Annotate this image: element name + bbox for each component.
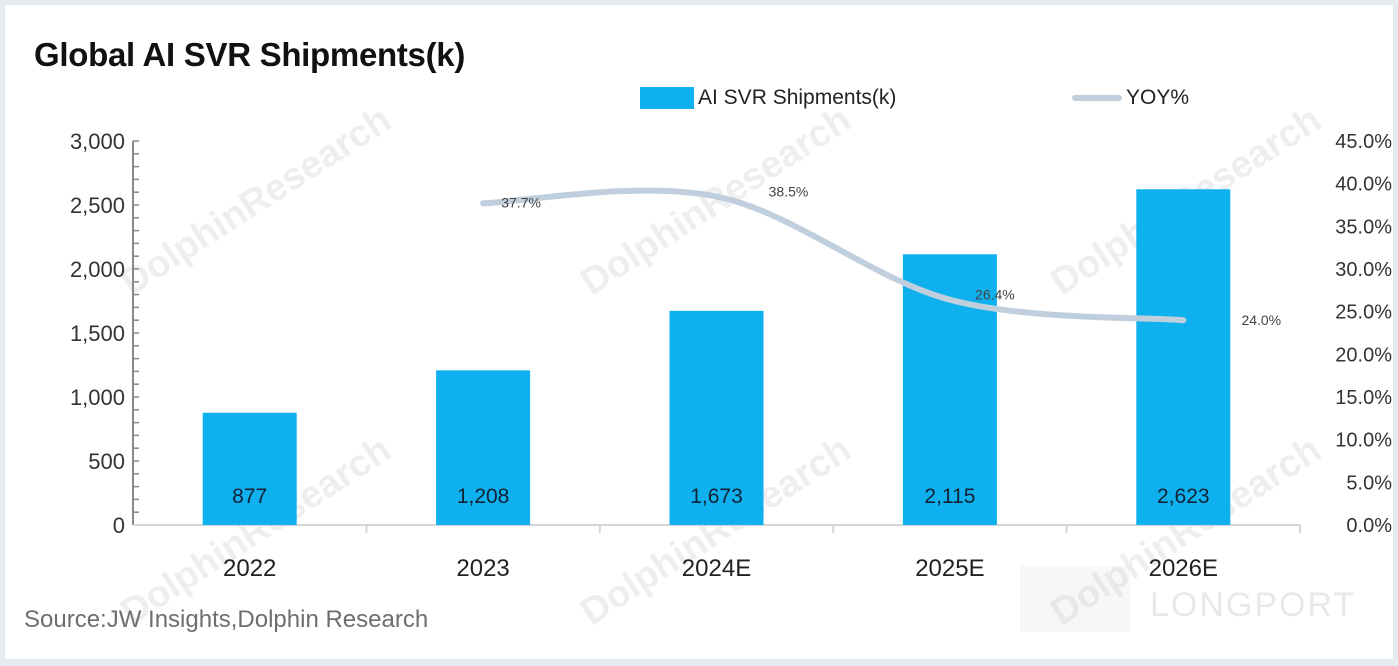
bar-data-label: 1,673 (690, 485, 743, 508)
right-axis-tick-label: 5.0% (1346, 472, 1392, 494)
right-axis-tick-label: 40.0% (1335, 174, 1392, 196)
bar (669, 310, 764, 525)
left-axis-tick-label: 3,000 (70, 129, 125, 154)
x-axis-tick-label: 2024E (682, 555, 751, 582)
bar-data-label: 877 (232, 485, 267, 508)
yoy-line (480, 187, 1187, 324)
legend-item-bar: AI SVR Shipments(k) (640, 86, 896, 110)
x-axis-tick-label: 2026E (1149, 555, 1218, 582)
legend-item-line: YOY% (1072, 86, 1189, 110)
left-axis-tick-label: 0 (113, 513, 125, 538)
right-axis-tick-label: 0.0% (1346, 515, 1392, 537)
right-axis-tick-label: 10.0% (1335, 430, 1392, 452)
legend-bar-swatch (640, 87, 694, 109)
left-axis-tick-label: 2,000 (70, 257, 125, 282)
x-axis-tick-label: 2023 (456, 555, 509, 582)
longport-watermark: LONGPORT (1150, 586, 1357, 624)
right-axis-tick-label: 15.0% (1335, 387, 1392, 409)
x-axis-tick-label: 2025E (915, 555, 984, 582)
left-axis-tick-label: 1,000 (70, 385, 125, 410)
bar-data-label: 2,115 (924, 485, 975, 508)
yoy-data-label: 38.5% (769, 183, 809, 199)
right-axis-tick-label: 45.0% (1335, 131, 1392, 153)
legend-line-swatch (1072, 95, 1122, 101)
legend-line-label: YOY% (1126, 86, 1190, 109)
chart-title: Global AI SVR Shipments(k) (34, 36, 466, 73)
left-axis-tick-label: 500 (88, 449, 125, 474)
bar-data-label: 1,208 (457, 485, 510, 508)
legend-bar-label: AI SVR Shipments(k) (698, 86, 897, 109)
longport-logo (1020, 566, 1130, 632)
bar (202, 412, 297, 525)
right-axis-tick-label: 20.0% (1335, 344, 1392, 366)
right-axis-tick-label: 30.0% (1335, 259, 1392, 281)
right-axis-tick-label: 35.0% (1335, 216, 1392, 238)
left-axis-tick-label: 1,500 (70, 321, 125, 346)
x-axis-tick-label: 2022 (223, 555, 276, 582)
left-axis-tick-label: 2,500 (70, 193, 125, 218)
bar-data-label: 2,623 (1157, 485, 1210, 508)
bar (436, 370, 531, 525)
source-note: Source:JW Insights,Dolphin Research (24, 606, 429, 633)
yoy-data-label: 26.4% (975, 287, 1015, 303)
yoy-data-label: 37.7% (501, 194, 541, 210)
right-axis-tick-label: 25.0% (1335, 302, 1392, 324)
yoy-data-label: 24.0% (1241, 312, 1281, 328)
bar (1136, 189, 1231, 526)
